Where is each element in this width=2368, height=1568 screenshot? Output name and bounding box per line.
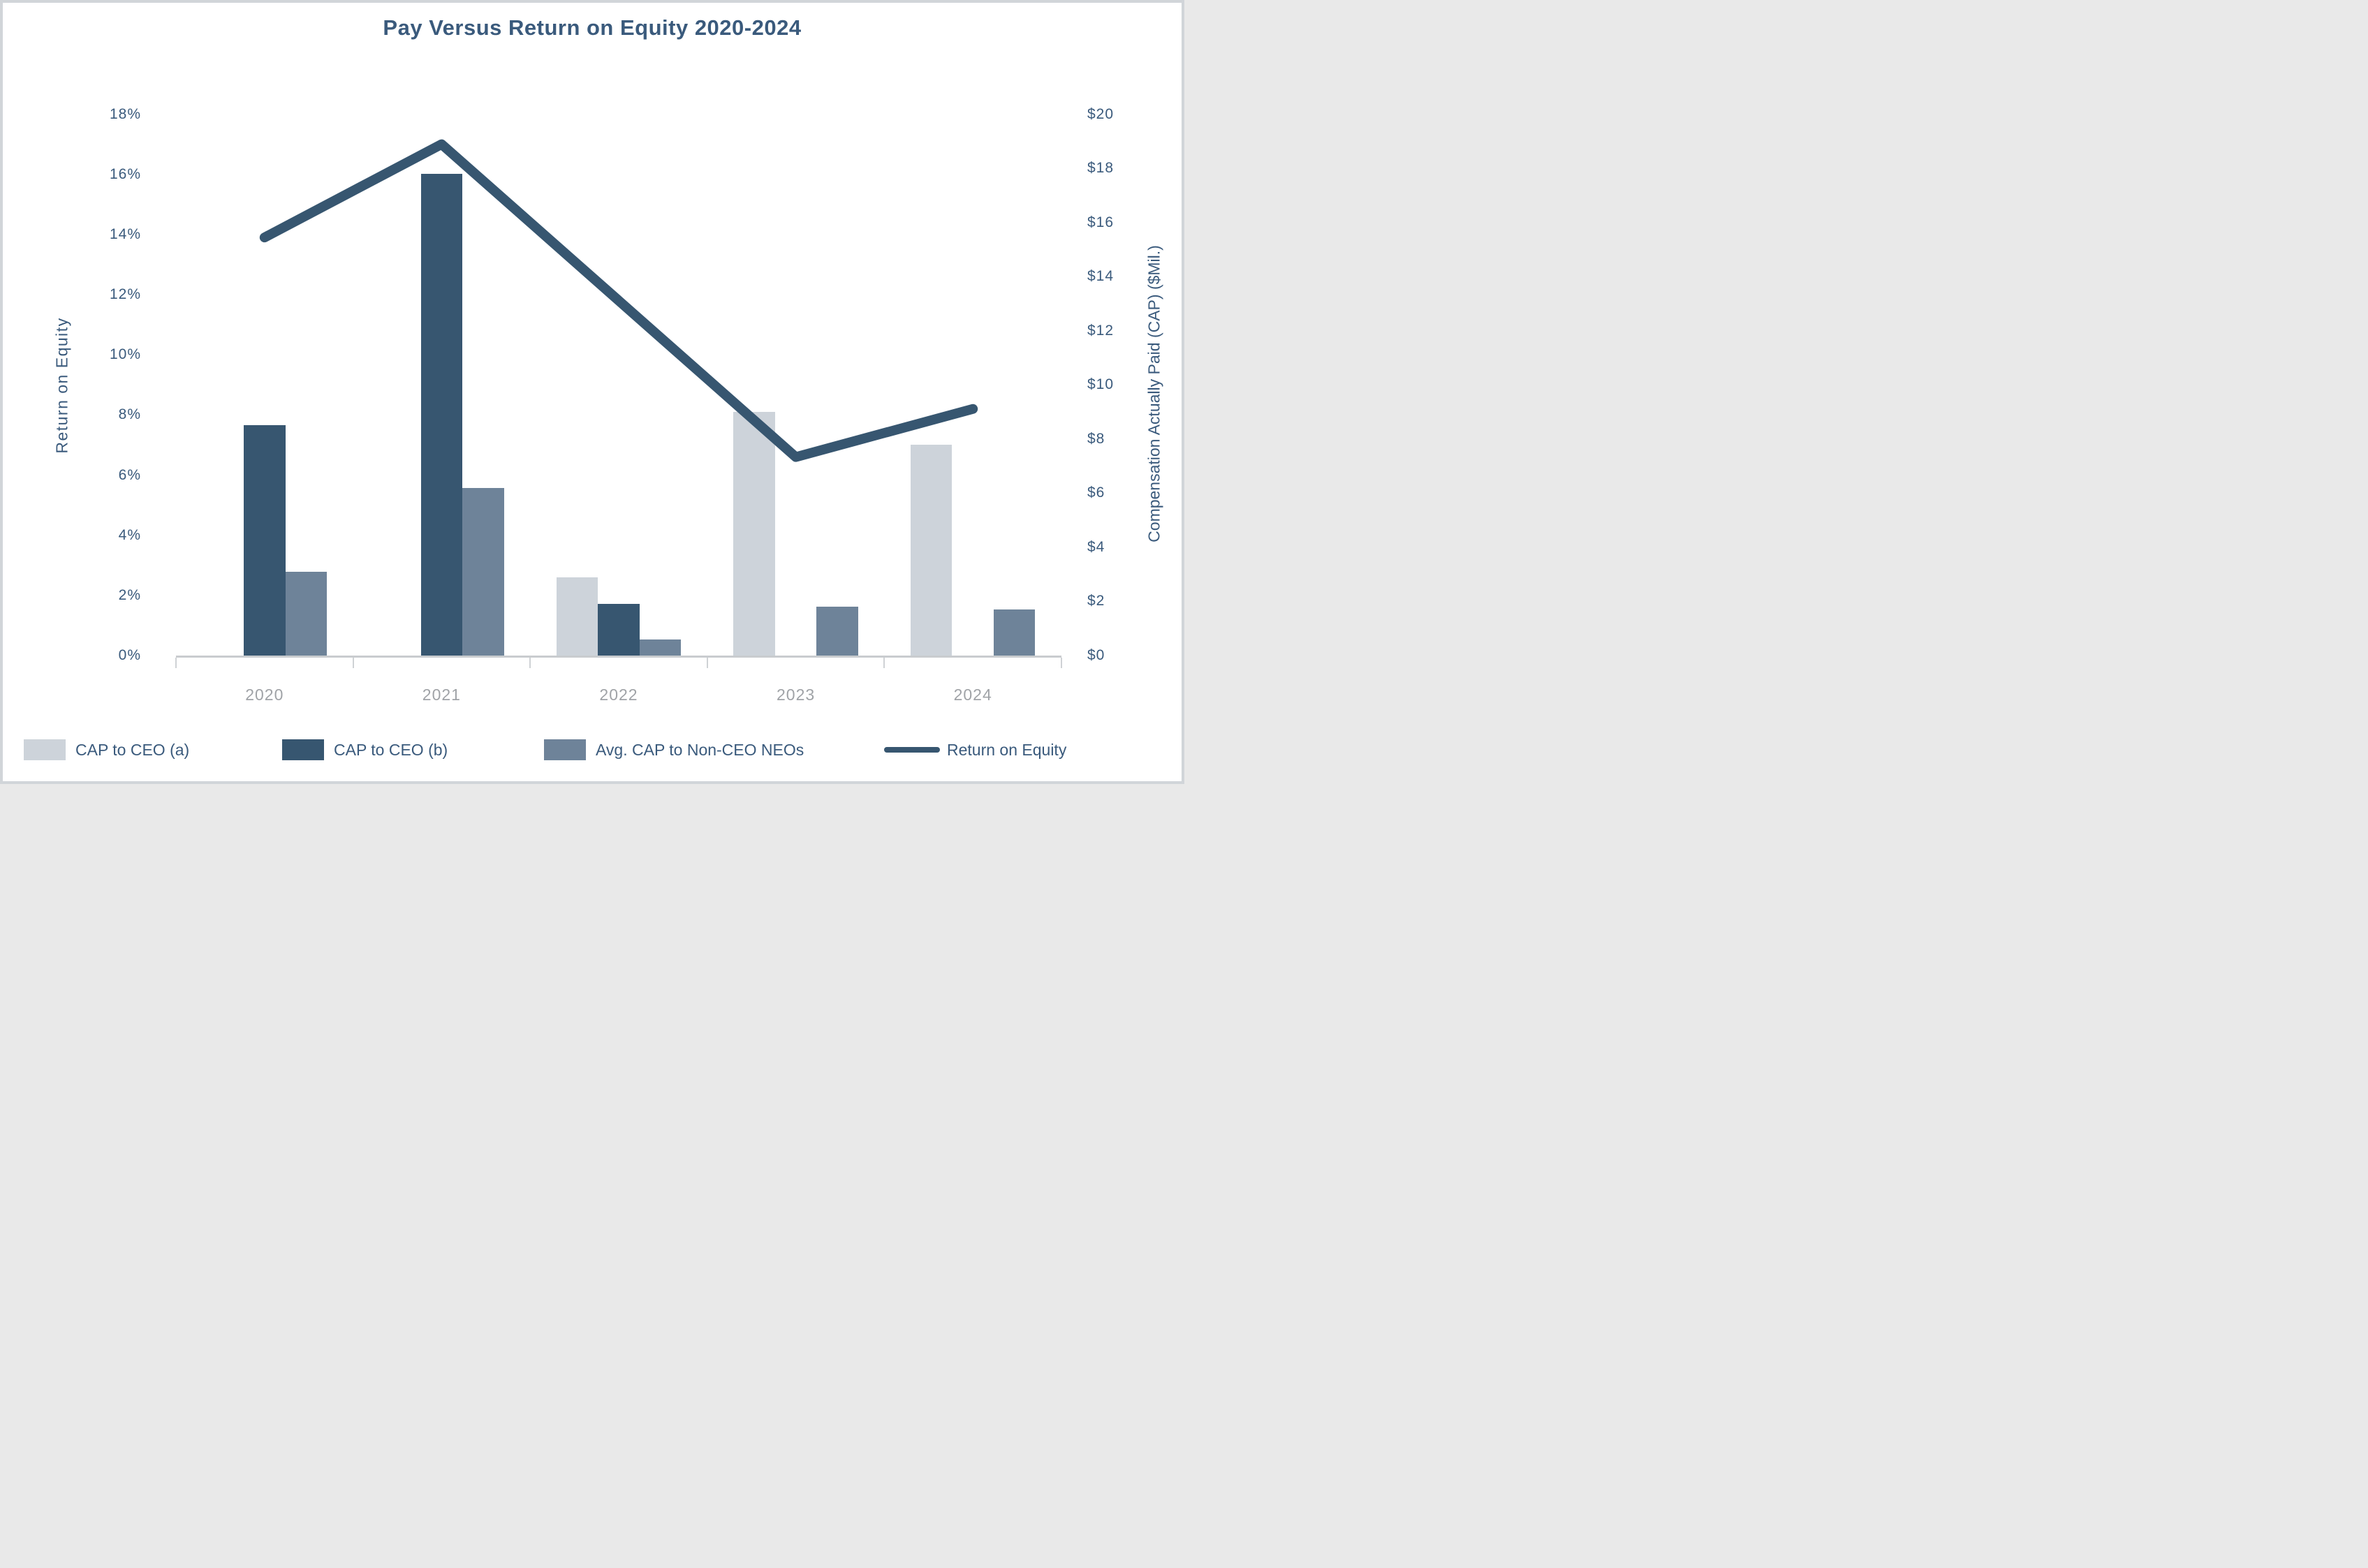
left-axis-tick-label: 4%: [118, 526, 141, 543]
x-axis-year-label: 2023: [777, 686, 816, 704]
x-axis-tick: [883, 658, 885, 668]
bar-cap-to-ceo-b--2022: [598, 604, 640, 656]
left-axis-tick-label: 8%: [118, 406, 141, 423]
legend-swatch-avg-cap-neo: [544, 739, 586, 760]
right-axis-tick-label: $2: [1087, 593, 1105, 609]
legend-line-swatch-return-on-equity: [884, 747, 940, 753]
left-axis-tick-label: 14%: [109, 225, 141, 242]
left-axis-tick-label: 10%: [109, 346, 141, 363]
bar-avg-cap-to-non-ceo-neos-2020: [285, 571, 328, 656]
legend: CAP to CEO (a) CAP to CEO (b) Avg. CAP t…: [3, 734, 1182, 765]
left-axis-tick-label: 0%: [118, 647, 141, 663]
right-axis-tick-label: $10: [1087, 376, 1115, 393]
bar-cap-to-ceo-b--2021: [420, 173, 463, 656]
x-axis-tick: [352, 658, 354, 668]
legend-item-cap-ceo-a: CAP to CEO (a): [24, 734, 189, 765]
roe-line: [259, 139, 978, 462]
legend-item-avg-cap-neo: Avg. CAP to Non-CEO NEOs: [544, 734, 804, 765]
legend-label-cap-ceo-b: CAP to CEO (b): [334, 740, 448, 759]
x-axis-year-label: 2024: [953, 686, 992, 704]
right-axis-tick-label: $20: [1087, 105, 1115, 122]
x-axis-tick: [529, 658, 531, 668]
right-axis-tick-label: $18: [1087, 160, 1115, 177]
bar-avg-cap-to-non-ceo-neos-2024: [993, 609, 1036, 656]
bar-avg-cap-to-non-ceo-neos-2023: [816, 607, 858, 656]
left-axis-title: Return on Equity: [52, 317, 71, 454]
bar-cap-to-ceo-a--2024: [910, 444, 953, 656]
legend-item-return-on-equity: Return on Equity: [884, 734, 1066, 765]
x-axis-year-label: 2020: [245, 686, 284, 704]
right-axis-tick-label: $16: [1087, 214, 1115, 230]
chart-canvas: Pay Versus Return on Equity 2020-2024 Re…: [0, 0, 1184, 784]
right-axis-tick-label: $12: [1087, 322, 1115, 339]
chart-title: Pay Versus Return on Equity 2020-2024: [383, 15, 802, 40]
legend-item-cap-ceo-b: CAP to CEO (b): [282, 734, 448, 765]
bar-avg-cap-to-non-ceo-neos-2021: [462, 487, 504, 656]
bar-cap-to-ceo-a--2022: [556, 577, 598, 656]
right-axis-title: Compensation Actually Paid (CAP) ($Mil.): [1145, 245, 1163, 542]
bar-cap-to-ceo-a--2023: [733, 412, 775, 656]
left-axis-tick-label: 12%: [109, 286, 141, 302]
bar-cap-to-ceo-b--2020: [244, 425, 286, 656]
left-axis-tick-label: 16%: [109, 165, 141, 182]
legend-label-return-on-equity: Return on Equity: [947, 740, 1067, 759]
x-axis-tick: [706, 658, 708, 668]
left-axis-tick-label: 6%: [118, 466, 141, 483]
legend-swatch-cap-ceo-b: [282, 739, 324, 760]
legend-label-cap-ceo-a: CAP to CEO (a): [75, 740, 190, 759]
legend-swatch-cap-ceo-a: [24, 739, 66, 760]
x-axis-tick: [1061, 658, 1062, 668]
bar-avg-cap-to-non-ceo-neos-2022: [639, 639, 682, 656]
left-axis-tick-label: 18%: [109, 105, 141, 122]
x-axis-year-label: 2022: [599, 686, 638, 704]
right-axis-tick-label: $8: [1087, 430, 1105, 447]
right-axis-tick-label: $0: [1087, 647, 1105, 663]
x-axis-year-label: 2021: [422, 686, 461, 704]
legend-label-avg-cap-neo: Avg. CAP to Non-CEO NEOs: [596, 740, 804, 759]
x-axis-tick: [175, 658, 177, 668]
x-axis-line: [176, 656, 1061, 658]
right-axis-tick-label: $6: [1087, 485, 1105, 501]
left-axis-tick-label: 2%: [118, 586, 141, 603]
right-axis-tick-label: $14: [1087, 268, 1115, 285]
roe-line-svg: [259, 139, 978, 462]
right-axis-tick-label: $4: [1087, 538, 1105, 555]
